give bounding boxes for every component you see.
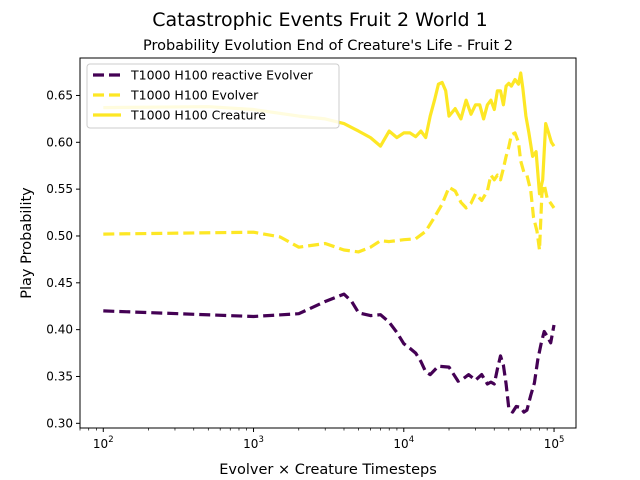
x-tick-label: 104: [393, 435, 414, 451]
legend-box: [86, 63, 340, 129]
x-axis-label: Evolver × Creature Timesteps: [219, 462, 437, 478]
legend-entry: T1000 H100 Creature: [130, 108, 266, 123]
x-tick-label: 103: [243, 435, 264, 451]
legend-entry: T1000 H100 reactive Evolver: [130, 68, 314, 83]
y-tick-label: 0.30: [46, 416, 73, 430]
y-axis-label: Play Probability: [19, 187, 35, 299]
series-line: [103, 71, 556, 196]
y-tick-label: 0.40: [46, 323, 73, 337]
y-tick-label: 0.45: [46, 276, 73, 290]
ticks-layer: 0.30 0.35 0.40 0.45 0.50 0.55 0.60 0.65 102 103 10…: [46, 88, 564, 451]
legend: T1000 H100 reactive Evolver T1000 H100 Ev…: [86, 63, 340, 129]
y-tick-label: 0.65: [46, 88, 73, 102]
plot-frame: [79, 57, 577, 429]
series-layer: [103, 71, 556, 414]
x-tick-label: 105: [544, 435, 565, 451]
x-tick-label: 102: [93, 435, 114, 451]
series-line: [103, 131, 556, 254]
y-tick-label: 0.60: [46, 135, 73, 149]
y-tick-label: 0.55: [46, 182, 73, 196]
chart-title: Probability Evolution End of Creature's …: [143, 38, 513, 54]
legend-entry: T1000 H100 Evolver: [130, 88, 259, 103]
chart-suptitle: Catastrophic Events Fruit 2 World 1: [152, 9, 487, 31]
y-tick-label: 0.35: [46, 369, 73, 383]
series-line: [103, 292, 556, 414]
y-tick-label: 0.50: [46, 229, 73, 243]
